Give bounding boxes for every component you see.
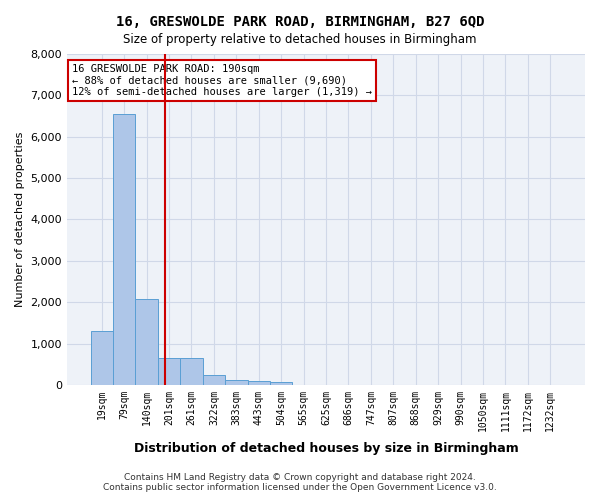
- Bar: [158, 358, 180, 385]
- Text: Contains HM Land Registry data © Crown copyright and database right 2024.
Contai: Contains HM Land Registry data © Crown c…: [103, 473, 497, 492]
- Bar: [203, 374, 225, 385]
- Bar: [225, 380, 248, 385]
- Text: 16, GRESWOLDE PARK ROAD, BIRMINGHAM, B27 6QD: 16, GRESWOLDE PARK ROAD, BIRMINGHAM, B27…: [116, 15, 484, 29]
- Bar: [91, 331, 113, 385]
- Bar: [248, 381, 270, 385]
- Text: 16 GRESWOLDE PARK ROAD: 190sqm
← 88% of detached houses are smaller (9,690)
12% : 16 GRESWOLDE PARK ROAD: 190sqm ← 88% of …: [72, 64, 372, 97]
- Y-axis label: Number of detached properties: Number of detached properties: [15, 132, 25, 307]
- X-axis label: Distribution of detached houses by size in Birmingham: Distribution of detached houses by size …: [134, 442, 518, 455]
- Bar: [113, 114, 136, 385]
- Bar: [180, 358, 203, 385]
- Bar: [136, 299, 158, 385]
- Text: Size of property relative to detached houses in Birmingham: Size of property relative to detached ho…: [123, 32, 477, 46]
- Bar: [270, 382, 292, 385]
